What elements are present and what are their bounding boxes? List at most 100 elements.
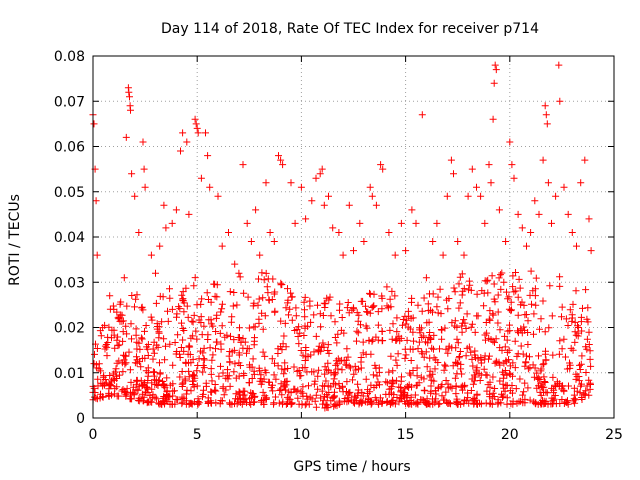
data-point [480, 302, 488, 310]
data-point [459, 319, 467, 327]
data-point [408, 400, 416, 408]
x-tick-label: 10 [292, 427, 310, 443]
data-point [353, 309, 361, 317]
data-point [152, 299, 160, 307]
data-point [516, 284, 524, 292]
data-point [415, 338, 423, 346]
data-point [463, 344, 471, 352]
data-point [354, 329, 362, 337]
data-point [260, 400, 268, 408]
data-point-spike [287, 179, 295, 187]
data-point [230, 289, 238, 296]
data-point-spike [548, 219, 555, 227]
data-point [582, 286, 590, 294]
data-point [401, 345, 409, 353]
data-point-spike [412, 219, 420, 227]
data-point-spike [508, 161, 516, 169]
data-point [259, 388, 267, 396]
data-point [199, 368, 207, 376]
data-point [301, 324, 309, 332]
data-point-spike [552, 192, 560, 200]
data-point [255, 364, 263, 372]
data-point-spike [356, 219, 364, 227]
data-point-spike [235, 269, 243, 277]
data-point [455, 354, 463, 362]
data-point [241, 338, 249, 346]
data-point [512, 385, 520, 393]
data-point [526, 353, 533, 361]
data-point [122, 322, 130, 330]
data-point [171, 387, 178, 395]
data-point [299, 351, 307, 359]
data-point [164, 397, 172, 405]
data-point [194, 362, 202, 369]
data-point [578, 394, 586, 401]
data-point [323, 366, 331, 374]
data-point-spike [318, 165, 326, 173]
data-point [427, 382, 435, 390]
data-point [247, 389, 255, 397]
data-point [485, 355, 492, 363]
data-point [207, 370, 215, 378]
data-point [357, 358, 365, 366]
data-point [305, 400, 313, 408]
data-point [190, 282, 198, 290]
data-point-spike [335, 229, 343, 236]
data-point [145, 398, 153, 406]
data-point [139, 306, 147, 314]
data-point [265, 378, 273, 386]
data-point-spike [183, 138, 191, 146]
data-point [131, 303, 138, 311]
data-point [269, 387, 277, 395]
data-point [226, 382, 234, 390]
data-point-spike [568, 229, 576, 236]
data-point [184, 313, 192, 321]
data-point [378, 337, 386, 345]
data-point [456, 348, 464, 355]
data-point [402, 351, 410, 359]
data-point [565, 382, 572, 390]
data-point [319, 339, 327, 347]
data-point [408, 298, 415, 306]
data-point [482, 336, 489, 344]
data-point [292, 312, 300, 320]
data-point-spike [297, 183, 305, 191]
data-point [375, 364, 383, 372]
data-point [392, 356, 400, 364]
data-point [217, 340, 225, 348]
data-point-spike [514, 210, 522, 218]
data-point [362, 375, 370, 383]
data-point [338, 366, 346, 374]
data-point [560, 335, 568, 343]
data-point [193, 382, 201, 390]
y-tick-label: 0.06 [54, 140, 85, 156]
data-point [218, 300, 226, 308]
data-point-spike [99, 373, 107, 381]
data-point [97, 390, 104, 398]
data-point [259, 348, 267, 356]
data-point [539, 361, 547, 369]
data-point [133, 291, 141, 299]
data-point [218, 305, 226, 313]
data-point [144, 364, 152, 372]
data-point [163, 392, 171, 399]
data-point [564, 397, 571, 405]
data-point [213, 338, 221, 346]
data-point [130, 390, 138, 398]
data-point [585, 341, 593, 348]
data-point [468, 355, 476, 363]
data-point [278, 365, 286, 373]
data-point [560, 386, 568, 394]
data-point [473, 312, 481, 320]
data-point-spike [325, 192, 332, 200]
data-point [90, 384, 98, 392]
data-point [127, 389, 134, 397]
data-point [340, 329, 348, 337]
data-point [113, 336, 121, 344]
data-point [324, 341, 332, 349]
data-point [364, 390, 371, 397]
data-point [292, 304, 300, 312]
data-point [495, 274, 503, 282]
data-point [571, 338, 579, 346]
data-point [484, 289, 492, 297]
